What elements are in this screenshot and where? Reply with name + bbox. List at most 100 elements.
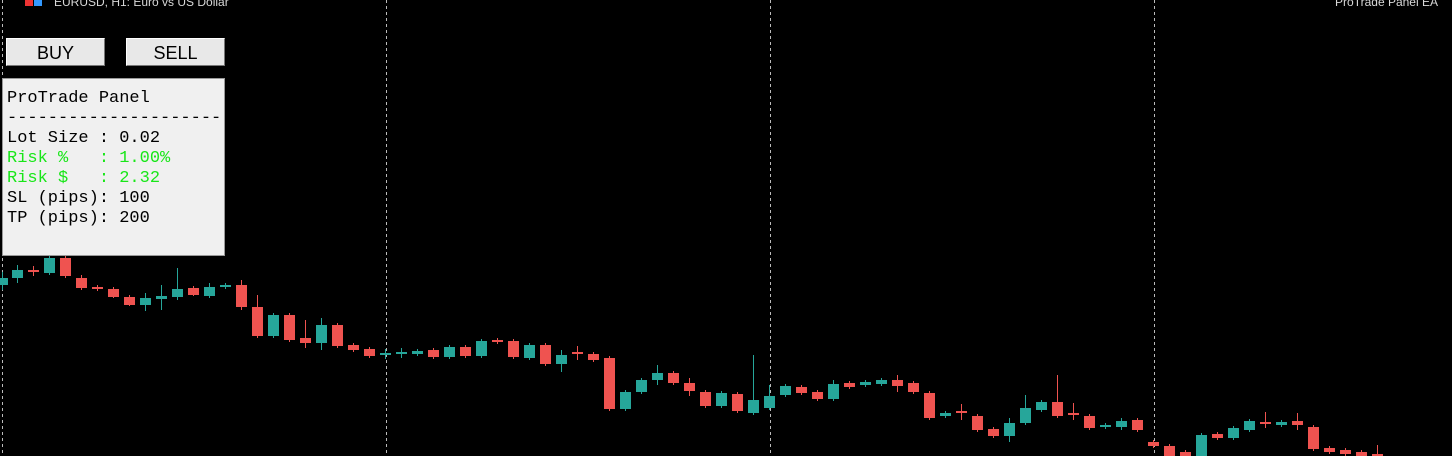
candle-body (1132, 420, 1143, 430)
panel-title: ProTrade Panel (7, 89, 150, 108)
candle-body (668, 373, 679, 383)
candle-body (1372, 454, 1383, 456)
panel-separator: ----------------------- (7, 109, 225, 128)
candle-body (236, 285, 247, 307)
candle-body (1228, 428, 1239, 438)
candle-body (620, 392, 631, 409)
candle-body (636, 380, 647, 392)
buy-button[interactable]: BUY (6, 38, 105, 66)
candle-body (1036, 402, 1047, 410)
candle-body (284, 315, 295, 340)
candle-body (876, 380, 887, 384)
candle-body (108, 289, 119, 297)
candle-body (812, 392, 823, 399)
info-panel: ProTrade Panel ----------------------- Lot… (2, 78, 225, 256)
candle-body (1020, 408, 1031, 423)
candle-body (316, 325, 327, 343)
candle-body (1068, 413, 1079, 415)
candle-body (44, 258, 55, 273)
candle-body (1308, 427, 1319, 449)
candle-body (172, 289, 183, 297)
candle-body (956, 411, 967, 413)
candle-body (156, 296, 167, 299)
candle-body (1084, 416, 1095, 428)
candle-body (124, 297, 135, 305)
candle-body (268, 315, 279, 336)
candle-body (220, 285, 231, 287)
candle-body (844, 383, 855, 387)
candle-body (988, 429, 999, 436)
candle-body (204, 287, 215, 296)
candle-body (1244, 421, 1255, 430)
candle-body (1212, 434, 1223, 438)
candle-body (364, 349, 375, 356)
candle-body (1356, 452, 1367, 456)
candle-body (1148, 442, 1159, 446)
candle-body (300, 338, 311, 343)
candle-body (60, 258, 71, 276)
candle-body (92, 287, 103, 289)
candle-body (732, 394, 743, 411)
candle-body (1324, 448, 1335, 452)
candle-body (1004, 423, 1015, 436)
candle-body (972, 416, 983, 430)
candle-body (716, 393, 727, 406)
candle-body (76, 278, 87, 288)
candle-body (780, 386, 791, 395)
candle-body (380, 353, 391, 355)
candle-body (604, 358, 615, 409)
candle-body (252, 307, 263, 336)
candle-body (1196, 435, 1207, 456)
candle-body (556, 355, 567, 364)
panel-line: Lot Size : 0.02 (7, 129, 161, 148)
candle-body (412, 351, 423, 354)
candle-body (908, 383, 919, 392)
chart-icon (34, 0, 42, 6)
ea-name: ProTrade Panel EA (1335, 0, 1438, 9)
candle-body (1292, 421, 1303, 425)
candle-body (652, 373, 663, 380)
candle-body (332, 325, 343, 346)
panel-line: SL (pips): 100 (7, 189, 150, 208)
candle-body (348, 345, 359, 350)
candle-body (12, 270, 23, 278)
candle-body (828, 384, 839, 399)
candle-body (524, 345, 535, 358)
candle-body (588, 354, 599, 360)
candle-body (508, 341, 519, 357)
panel-line: Risk $ : 2.32 (7, 169, 161, 188)
candle-body (28, 270, 39, 272)
candle-body (860, 382, 871, 385)
candle-body (700, 392, 711, 406)
candle-body (1276, 422, 1287, 425)
candle-body (1100, 425, 1111, 427)
candle-body (748, 400, 759, 413)
candle-body (476, 341, 487, 356)
candle-body (892, 380, 903, 386)
candle-body (188, 288, 199, 295)
candle-body (444, 347, 455, 357)
candle-body (572, 352, 583, 354)
candle-body (940, 413, 951, 416)
candle-body (1164, 446, 1175, 456)
candle-body (1260, 422, 1271, 424)
candle-body (0, 278, 8, 285)
candle-body (428, 350, 439, 357)
sell-button[interactable]: SELL (126, 38, 225, 66)
candle-body (1340, 450, 1351, 454)
chart-icon (25, 0, 33, 6)
panel-line: Risk % : 1.00% (7, 149, 171, 168)
candle-body (140, 298, 151, 305)
candle-body (796, 387, 807, 393)
candle-body (460, 347, 471, 356)
candle-body (764, 396, 775, 408)
candle-body (540, 345, 551, 364)
chart-symbol: EURUSD, H1: Euro vs US Dollar (54, 0, 229, 9)
candle-body (1116, 421, 1127, 427)
candle-body (684, 383, 695, 391)
candle-body (396, 352, 407, 354)
candle-body (1052, 402, 1063, 416)
panel-line: TP (pips): 200 (7, 209, 150, 228)
